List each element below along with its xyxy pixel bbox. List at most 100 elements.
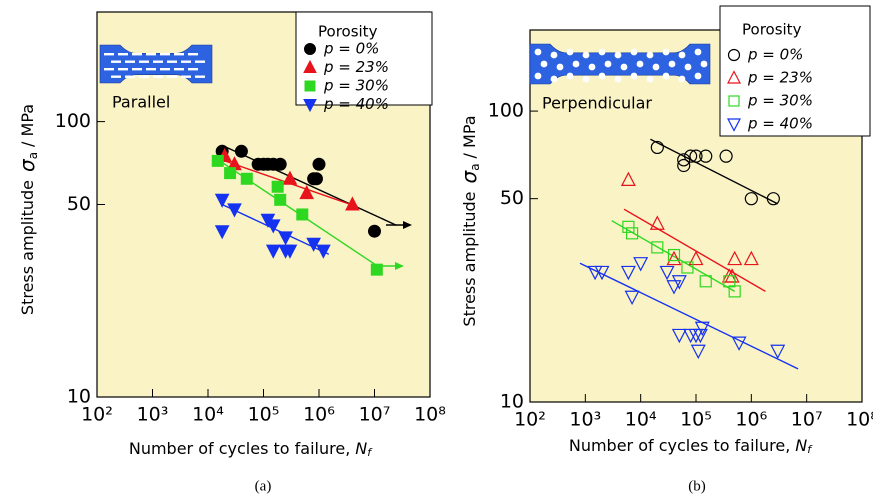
trend-line [579,262,799,370]
data-point [624,290,640,306]
label-part: / MPa [460,115,479,158]
data-point [684,149,698,163]
data-point [282,244,298,259]
label-part: σ [15,158,39,172]
pore-dot [582,75,590,83]
pore-dash [167,75,177,78]
pore-dash [160,68,170,71]
pore-dot [620,63,628,71]
pore-dash [160,53,170,56]
data-point [689,149,703,163]
data-point [273,157,287,171]
label-part: N [355,439,367,458]
pore-dot [662,72,670,80]
data-point [681,261,694,274]
data-point [688,250,704,266]
data-point [699,275,712,288]
x-tick-label: 10³ [569,409,601,431]
x-tick-label: 10⁵ [248,404,280,426]
pore-dash [104,68,114,71]
annotation: Parallel [112,93,170,112]
data-point [211,154,224,167]
label-part: a [468,163,482,170]
data-point [651,241,664,254]
pore-dot [534,48,542,56]
legend-label: p = 0% [747,46,803,64]
data-point [671,275,687,290]
pore-dash [188,53,198,56]
pore-dot [572,60,580,68]
data-point [622,220,635,233]
pore-dot [566,48,574,56]
x-axis-label: Number of cycles to failure, Nf [129,439,373,460]
data-point [594,265,610,281]
data-point [650,140,664,155]
x-tick-label: 10⁸ [414,404,446,426]
data-point [667,248,681,262]
pore-dot [614,51,622,59]
legend-label: p = 30% [323,77,389,95]
specimen-icon [99,44,213,84]
data-point [770,344,786,360]
y-axis-label: Stress amplitude σa / MPa [457,115,482,326]
x-tick-label: 10⁸ [846,409,873,431]
pore-dash [118,68,128,71]
data-point [744,192,758,206]
pore-dot [694,48,702,56]
data-point [728,285,741,298]
data-point [234,144,248,158]
y-tick-label: 10 [500,391,524,413]
data-point [743,250,759,266]
data-point [620,171,636,187]
trend-line [623,208,766,292]
data-point [766,192,780,206]
data-point [692,328,708,344]
legend-label: p = 40% [323,95,389,113]
pore-dot [694,72,702,80]
legend-label: p = 30% [747,92,813,110]
label-part: N [795,436,807,455]
y-tick-label: 100 [488,100,524,122]
x-tick-label: 10⁴ [192,404,224,426]
data-point [227,203,242,218]
pore-dot [604,60,612,68]
data-point [265,244,281,259]
pore-dot [540,60,548,68]
y-tick-label: 10 [67,386,91,408]
data-point [727,250,743,266]
pore-dot [662,48,670,56]
pore-dot [636,60,644,68]
data-point [633,257,649,272]
label-part: Stress amplitude [460,191,479,326]
legend-box [719,5,871,137]
pore-dash [111,75,121,78]
y-tick-label: 100 [55,110,91,132]
trend-line [221,144,397,226]
pore-dot [556,63,564,71]
pore-dot [534,72,542,80]
data-point [659,265,675,281]
data-point [316,244,331,259]
legend-title: Porosity [318,23,378,41]
pore-dash [174,53,184,56]
data-point [240,172,253,185]
pore-dot [598,48,606,56]
data-point [370,263,383,276]
trend-line [650,138,779,205]
data-point [345,196,360,211]
pore-dash [181,60,191,63]
pore-dot [550,51,558,59]
y-tick-label: 50 [67,193,91,215]
data-point [731,336,747,351]
data-point [304,80,316,92]
pore-dot [684,63,692,71]
pore-dot [700,60,708,68]
pore-dash [146,53,156,56]
pore-dash [139,75,149,78]
legend-label: p = 0% [323,40,379,58]
data-point [666,250,682,266]
x-tick-label: 10² [81,404,113,426]
arrow-head [395,262,404,270]
label-part: / MPa [18,104,37,147]
